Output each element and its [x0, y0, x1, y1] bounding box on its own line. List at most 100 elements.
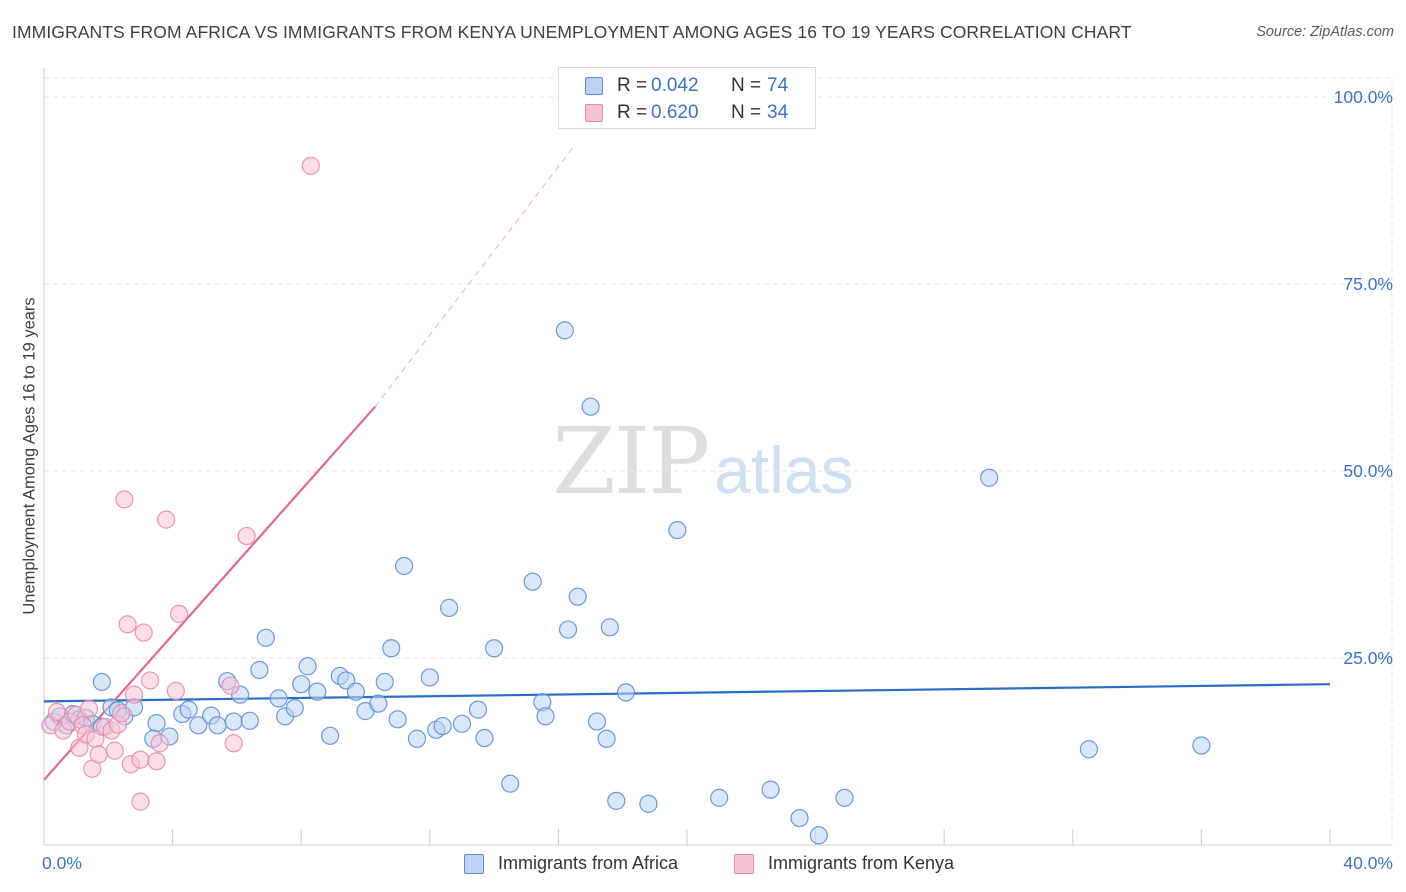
y-tick-label: 100.0% — [1334, 87, 1393, 107]
africa-r-label: R = — [617, 75, 648, 96]
africa-point — [224, 712, 243, 731]
kenya-point — [301, 156, 320, 175]
kenya-point — [224, 734, 243, 753]
africa-trend-line — [43, 683, 1331, 703]
legend-africa-label: Immigrants from Africa — [498, 853, 679, 873]
africa-point — [285, 699, 304, 718]
kenya-point — [221, 676, 240, 695]
y-tick-label: 25.0% — [1343, 648, 1393, 668]
kenya-r-value: 0.620 — [651, 102, 699, 123]
chart-title: IMMIGRANTS FROM AFRICA VS IMMIGRANTS FRO… — [12, 22, 1132, 42]
africa-point — [980, 468, 999, 487]
kenya-point — [112, 704, 131, 723]
africa-point — [292, 675, 311, 694]
legend-kenya-swatch — [734, 854, 754, 874]
africa-point — [468, 700, 488, 719]
africa-point — [607, 791, 626, 810]
africa-point — [501, 774, 520, 793]
kenya-point — [169, 604, 189, 623]
kenya-n-value: 34 — [767, 102, 789, 123]
grid-lines — [44, 77, 1393, 845]
kenya-trend-line — [43, 405, 376, 781]
africa-point — [616, 683, 636, 702]
kenya-point — [166, 681, 185, 701]
africa-point — [761, 780, 780, 799]
legend: Immigrants from Africa Immigrants from K… — [0, 852, 1406, 878]
africa-point — [835, 788, 854, 807]
axes — [43, 68, 1392, 846]
correlation-stats-box: R = 0.042 N = 74 R = 0.620 N = 34 — [558, 67, 816, 129]
africa-point — [1079, 740, 1098, 759]
kenya-point — [147, 752, 166, 771]
africa-point — [147, 713, 166, 733]
tick-labels: 25.0% 50.0% 75.0% 100.0% 0.0% 40.0% — [42, 87, 1393, 873]
watermark: ZIPatlas — [552, 408, 854, 515]
africa-point — [555, 321, 574, 340]
x-tick-label: 0.0% — [42, 853, 82, 873]
kenya-point — [131, 792, 150, 811]
africa-point — [587, 712, 607, 731]
watermark-zip: ZIP — [552, 408, 710, 515]
africa-swatch — [585, 77, 603, 95]
kenya-point — [237, 526, 256, 546]
africa-point — [269, 689, 288, 708]
africa-point — [346, 682, 365, 701]
kenya-point — [118, 615, 137, 634]
africa-point — [475, 728, 494, 748]
africa-point — [375, 672, 394, 692]
africa-point — [597, 729, 616, 748]
y-tick-label: 50.0% — [1343, 461, 1393, 481]
kenya-point — [105, 741, 124, 760]
africa-point — [420, 668, 439, 687]
africa-point — [382, 639, 401, 658]
africa-point — [809, 826, 828, 845]
kenya-point — [89, 745, 108, 764]
kenya-swatch — [585, 104, 603, 122]
africa-point — [179, 700, 198, 719]
africa-point — [394, 556, 414, 576]
kenya-point — [79, 699, 99, 718]
africa-point — [485, 639, 504, 658]
africa-point — [308, 682, 327, 701]
africa-n-value: 74 — [767, 75, 789, 96]
africa-point — [710, 788, 729, 807]
source-label: Source: ZipAtlas.com — [1256, 24, 1394, 40]
legend-kenya-label: Immigrants from Kenya — [768, 853, 955, 873]
kenya-point — [131, 750, 150, 769]
watermark-atlas: atlas — [714, 433, 854, 507]
kenya-trend-extension — [374, 145, 575, 407]
africa-point — [321, 726, 340, 745]
africa-point — [558, 620, 578, 639]
africa-point — [639, 794, 658, 813]
africa-point — [250, 660, 269, 680]
africa-point — [433, 716, 452, 736]
africa-point — [523, 572, 542, 591]
africa-point — [1192, 736, 1211, 755]
africa-point — [536, 707, 555, 726]
y-tick-label: 75.0% — [1343, 274, 1393, 294]
kenya-point — [157, 510, 176, 529]
africa-point — [439, 598, 459, 617]
africa-point — [568, 587, 587, 606]
kenya-r-label: R = — [617, 102, 648, 123]
data-points — [41, 156, 1211, 845]
africa-point — [298, 657, 317, 676]
africa-point — [256, 628, 275, 647]
africa-point — [452, 714, 472, 733]
kenya-point — [115, 490, 134, 509]
africa-point — [407, 729, 427, 748]
kenya-point — [140, 671, 160, 690]
trend-lines — [43, 145, 1331, 781]
x-tick-label: 40.0% — [1343, 853, 1393, 873]
africa-point — [208, 716, 227, 735]
kenya-point — [134, 623, 153, 642]
africa-point — [790, 808, 809, 828]
africa-point — [369, 694, 388, 713]
kenya-point — [150, 734, 169, 753]
africa-point — [92, 672, 111, 692]
legend-africa-swatch — [464, 854, 484, 874]
africa-point — [668, 520, 687, 540]
y-axis-label: Unemployment Among Ages 16 to 19 years — [20, 297, 39, 615]
kenya-point — [47, 702, 66, 721]
